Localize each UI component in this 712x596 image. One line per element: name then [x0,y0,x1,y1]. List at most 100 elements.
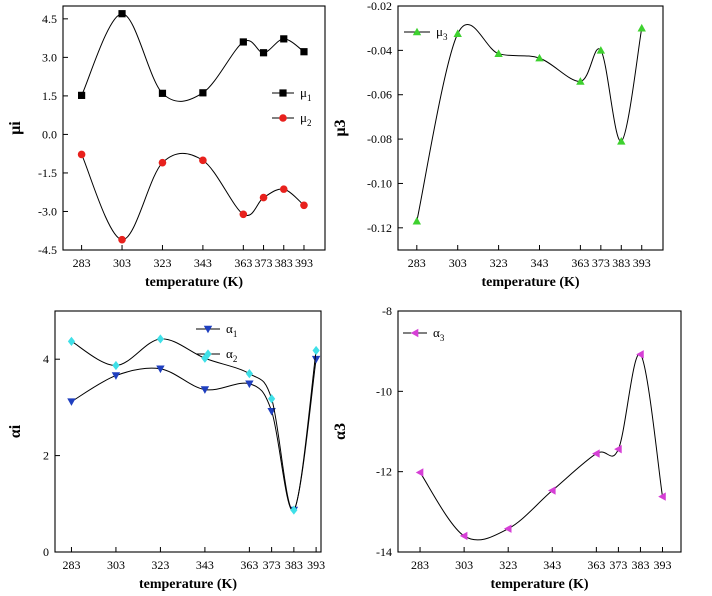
data-point [77,91,86,99]
x-tick-label: 393 [295,256,313,270]
data-point [614,444,622,454]
legend-label-subscript: 3 [443,32,448,42]
data-point [300,201,308,210]
series-line [81,13,305,102]
data-point [300,48,308,56]
x-tick-label: 363 [571,256,589,270]
y-tick-label: -10 [376,384,392,398]
data-point [158,158,167,167]
series-α1 [67,355,321,515]
series-line [416,24,643,222]
y-tick-label: -4.5 [38,243,57,257]
x-tick-label: 393 [633,256,651,270]
data-point [259,49,268,57]
series-line [81,152,305,241]
x-tick-label: 323 [499,558,517,572]
legend-marker [410,328,419,338]
x-tick-label: 373 [255,256,273,270]
x-tick-label: 373 [263,558,281,572]
data-point [118,235,126,244]
data-point [158,89,167,97]
x-tick-label: 323 [490,256,508,270]
x-tick-label: 283 [62,558,80,572]
legend-entry: μ3 [404,24,448,42]
data-point [617,137,626,145]
legend-label: μ3 [436,24,448,42]
data-point [118,10,126,18]
chart-panel-bottom-right: 283 303 323 343 363 373 383 393 -14 -12 -10 -8 tempe… [332,304,682,592]
legend-entry: α1 [196,321,237,339]
x-tick-label: 303 [449,256,467,270]
data-point [280,35,288,43]
x-tick-label: 283 [73,256,91,270]
data-point [67,336,76,346]
series-μ2 [77,150,308,244]
y-tick-label: -0.06 [367,88,392,102]
x-tick-label: 363 [240,558,258,572]
data-point [239,210,248,219]
y-tick-label: -0.12 [367,221,392,235]
x-axis-label: temperature (K) [490,577,588,592]
data-point [290,505,298,515]
data-point [239,38,247,46]
x-tick-label: 383 [612,256,630,270]
y-tick-label: -0.02 [367,0,392,13]
series-μ3 [412,23,646,225]
x-tick-label: 323 [153,256,171,270]
series-line [71,359,317,511]
x-tick-label: 393 [653,558,671,572]
legend-marker [203,325,213,334]
series-μ1 [77,10,308,102]
legend-label-subscript: 1 [233,329,238,339]
y-tick-label: -1.5 [38,166,57,180]
y-tick-label: -14 [376,545,392,559]
data-point [596,46,606,54]
y-tick-label: 3.0 [42,50,57,64]
x-tick-label: 303 [107,558,125,572]
y-tick-label: 0 [43,545,49,559]
x-axis-label: temperature (K) [139,577,237,592]
plot-frame [397,5,664,251]
y-axis-label: μ3 [332,119,349,136]
y-tick-label: 2 [43,449,49,463]
y-tick-label: 4.5 [42,12,57,26]
data-point [658,492,666,501]
data-point [245,380,254,389]
data-point [156,365,165,374]
data-point [503,524,512,533]
data-point [535,53,544,62]
data-point [311,355,321,364]
x-tick-label: 283 [411,558,429,572]
x-tick-label: 343 [194,256,212,270]
chart-panel-top-left: 283 303 323 343 363 373 383 393 -4.5 -3.0 -1.5 0.0 1… [7,5,326,290]
y-tick-label: 1.5 [42,89,57,103]
legend-entry: α2 [196,346,237,364]
legend-marker [204,349,212,359]
plot-frame [54,310,322,553]
data-point [201,353,209,363]
data-point [245,369,253,379]
x-tick-label: 363 [587,558,605,572]
data-point [636,350,644,359]
legend-label-subscript: 2 [307,118,312,128]
data-point [67,398,76,406]
series-line [419,353,663,541]
x-tick-label: 283 [408,256,426,270]
data-point [200,386,210,394]
x-tick-label: 383 [275,256,293,270]
legend-marker [412,27,422,36]
y-axis-label: μi [7,121,24,135]
legend-marker [279,114,287,122]
data-point [199,156,207,165]
chart-panel-top-right: 283 303 323 343 363 373 383 393 -0.12 -0.10 -0.08 -… [332,0,664,290]
legend-label: α2 [226,346,237,364]
y-tick-label: 4 [43,352,49,366]
data-point [592,449,600,458]
series-α3 [415,350,666,541]
x-tick-label: 373 [609,558,627,572]
x-tick-label: 303 [455,558,473,572]
data-point [111,372,121,380]
y-tick-label: -0.04 [367,43,392,57]
data-point [415,468,424,477]
